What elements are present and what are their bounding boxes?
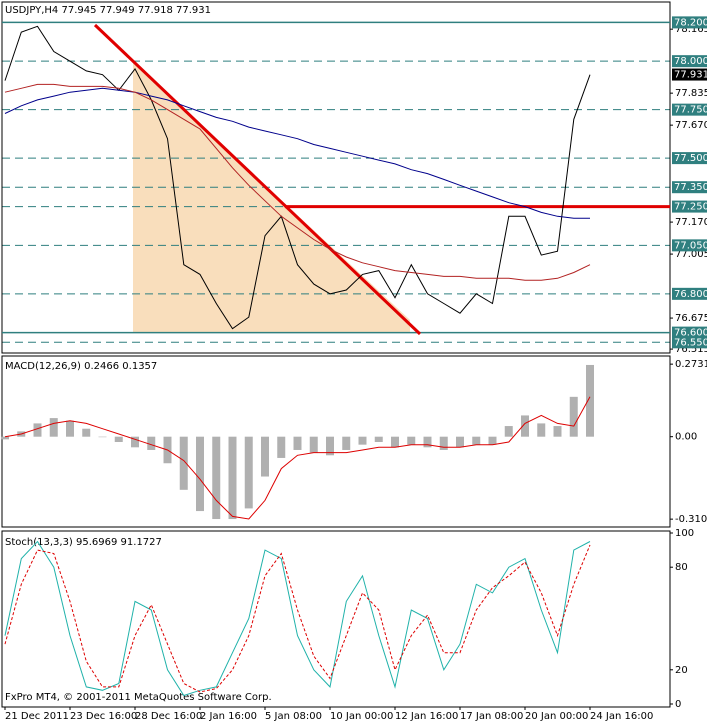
histogram-bar: [33, 423, 42, 437]
price-title: USDJPY,H4 77.945 77.949 77.918 77.931: [5, 5, 211, 16]
macd-title: MACD(12,26,9) 0.2466 0.1357: [5, 361, 157, 372]
histogram-bar: [423, 436, 432, 448]
histogram-bar: [537, 423, 546, 437]
x-tick-label: 17 Jan 08:00: [460, 711, 523, 722]
histogram-bar: [212, 436, 221, 520]
level-label-box: [672, 152, 707, 165]
y-tick-label: -0.3104: [675, 514, 707, 525]
level-label: 76.600: [674, 328, 707, 339]
level-label: 77.250: [674, 202, 707, 213]
histogram-bar: [407, 436, 416, 445]
histogram-bar: [488, 436, 497, 445]
histogram-bar: [586, 364, 594, 437]
level-label-box: [672, 181, 707, 194]
series-line: [4, 25, 591, 330]
level-label: 77.050: [674, 240, 707, 251]
last-price-label: 77.931: [674, 70, 707, 81]
level-label: 77.500: [674, 153, 707, 164]
histogram-bar: [244, 436, 253, 509]
level-label-box: [672, 55, 707, 68]
level-label-box: [672, 16, 707, 29]
histogram-bar: [261, 436, 269, 477]
histogram-bar: [391, 436, 399, 448]
y-tick-label: 0: [675, 699, 681, 710]
series-line: [4, 544, 591, 693]
y-tick-label: 20: [675, 665, 688, 676]
x-tick-label: 28 Dec 16:00: [135, 711, 202, 722]
y-tick-label: 77.835: [675, 88, 707, 99]
last-price-box: [672, 68, 707, 81]
histogram-bar: [569, 396, 578, 437]
series-line: [4, 396, 591, 520]
histogram-bar: [228, 436, 237, 520]
level-label: 76.550: [674, 337, 707, 348]
series-line: [4, 83, 591, 281]
y-tick-label: 77.670: [675, 120, 707, 131]
histogram-bar: [309, 436, 318, 453]
x-tick-label: 21 Dec 2011: [5, 711, 69, 722]
level-label-box: [672, 103, 707, 116]
price-panel: [1, 1, 671, 354]
y-tick-label: 0.00: [675, 432, 697, 443]
y-tick-label: 77.005: [675, 249, 707, 260]
histogram-bar: [49, 418, 58, 437]
level-label-box: [672, 287, 707, 300]
x-tick-label: 12 Jan 16:00: [395, 711, 458, 722]
histogram-bar: [472, 436, 481, 445]
level-label-box: [672, 326, 707, 339]
histogram-bar: [179, 436, 188, 490]
histogram-bar: [439, 436, 448, 450]
level-label: 76.800: [674, 289, 707, 300]
shaded-zone: [133, 62, 410, 332]
y-tick-label: 78.165: [675, 24, 707, 35]
histogram-bar: [374, 436, 383, 442]
level-label: 78.000: [674, 56, 707, 67]
y-tick-label: 76.675: [675, 313, 707, 324]
histogram-bar: [147, 436, 156, 450]
x-tick-label: 5 Jan 08:00: [265, 711, 322, 722]
level-label-box: [672, 200, 707, 213]
x-tick-label: 20 Jan 00:00: [525, 711, 588, 722]
histogram-bar: [456, 436, 464, 448]
histogram-bar: [277, 436, 286, 458]
level-label: 77.750: [674, 105, 707, 116]
series-line: [4, 540, 591, 697]
histogram-bar: [521, 415, 529, 437]
histogram-bar: [131, 436, 139, 448]
y-tick-label: 0.2731: [675, 359, 707, 370]
histogram-bar: [196, 436, 204, 512]
x-tick-label: 10 Jan 00:00: [330, 711, 393, 722]
y-tick-label: 76.515: [675, 344, 707, 355]
histogram-bar: [342, 436, 351, 450]
series-line: [4, 87, 590, 219]
x-tick-label: 23 Dec 16:00: [70, 711, 137, 722]
level-label: 77.350: [674, 182, 707, 193]
x-tick-label: 2 Jan 16:00: [200, 711, 257, 722]
histogram-bar: [82, 428, 91, 437]
histogram-bar: [114, 436, 123, 442]
y-tick-label: 100: [675, 528, 694, 539]
trendline: [93, 23, 422, 336]
level-label-box: [672, 336, 707, 349]
histogram-bar: [553, 426, 562, 437]
histogram-bar: [1, 436, 9, 440]
histogram-bar: [326, 436, 334, 456]
y-tick-label: 77.170: [675, 217, 707, 228]
x-tick-label: 24 Jan 16:00: [590, 711, 653, 722]
level-label: 78.200: [674, 17, 707, 28]
histogram-bar: [358, 436, 367, 445]
stoch-panel: [1, 530, 671, 708]
macd-panel: [1, 355, 671, 528]
histogram-bar: [293, 436, 302, 450]
histogram-bar: [504, 426, 513, 437]
stoch-title: Stoch(13,3,3) 95.6969 91.1727: [5, 537, 162, 548]
histogram-bar: [98, 436, 107, 438]
footer: FxPro MT4, © 2001-2011 MetaQuotes Softwa…: [5, 692, 272, 703]
level-label-box: [672, 239, 707, 252]
histogram-bar: [66, 420, 74, 437]
y-tick-label: 80: [675, 562, 688, 573]
